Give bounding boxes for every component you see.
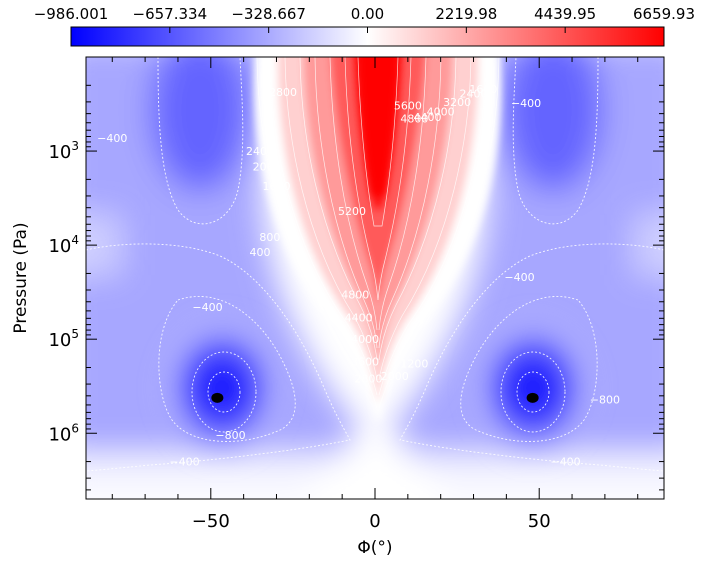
contour-label: 4000 (427, 106, 455, 119)
contour-label: −400 (97, 132, 127, 145)
contour-label: 5200 (338, 205, 366, 218)
contour-label: 3600 (351, 355, 379, 368)
contour-label: −400 (169, 455, 199, 468)
contour-label: 2000 (381, 370, 409, 383)
contour-label: 2400 (246, 145, 274, 158)
positive-contours (256, 57, 500, 409)
colorbar-ticks: −986.001 −657.334 −328.667 0.00 2219.98 4439.… (34, 5, 695, 33)
colorbar-tick-label: −986.001 (34, 5, 109, 23)
contour-label: 5600 (394, 99, 422, 112)
y-axis: 103 104 105 106 (48, 56, 664, 500)
contour-label: −400 (504, 271, 534, 284)
contour-label: −800 (590, 393, 620, 406)
y-tick-label: 104 (48, 233, 79, 257)
contour-label: 4400 (345, 312, 373, 325)
contour-label: 3200 (443, 96, 471, 109)
x-tick-label: 0 (369, 511, 380, 532)
contour-label: −400 (550, 455, 580, 468)
colorbar-tick-label: 0.00 (351, 5, 384, 23)
x-tick-label: −50 (192, 511, 230, 532)
colorbar-tick-label: 2219.98 (435, 5, 497, 23)
contour-label: −800 (215, 429, 245, 442)
x-axis: −50 0 50 (111, 57, 639, 532)
colorbar-tick-label: 6659.93 (633, 5, 695, 23)
contour-label: 400 (250, 246, 271, 259)
y-tick-label: 106 (48, 421, 79, 445)
contour-label: 2400 (460, 88, 488, 101)
contour-label: 4800 (400, 113, 428, 126)
jet-maximum (358, 57, 398, 196)
minimum-marker (211, 392, 224, 403)
colorbar: −986.001 −657.334 −328.667 0.00 2219.98 4439.… (34, 5, 695, 47)
y-tick-label: 105 (48, 327, 79, 351)
minima-markers (211, 392, 539, 403)
jet-core (254, 57, 502, 420)
contour-label: 1600 (262, 180, 290, 193)
x-axis-label: Φ(°) (357, 538, 392, 558)
contour-label: 2800 (269, 86, 297, 99)
contour-label: −400 (192, 301, 222, 314)
y-axis-label: Pressure (Pa) (11, 222, 31, 333)
colorbar-tick-label: 4439.95 (534, 5, 596, 23)
minimum-marker (526, 392, 539, 403)
contour-label: 800 (259, 231, 280, 244)
y-tick-label: 103 (48, 139, 79, 163)
contour-label: 1200 (400, 358, 428, 371)
colorbar-tick-label: −657.334 (133, 5, 208, 23)
colorbar-tick-label: −328.667 (231, 5, 306, 23)
contour-label: 2000 (253, 160, 281, 173)
x-tick-label: 50 (528, 511, 551, 532)
contour-label: 4000 (351, 333, 379, 346)
contour-label: 2800 (354, 373, 382, 386)
polar-vortices (154, 310, 601, 466)
contour-label: 4800 (341, 289, 369, 302)
contour-labels: −400 −400 −800 −400 −400 −800 −400 −400 2800 2400… (97, 83, 620, 469)
contour-label: 1600 (469, 83, 497, 96)
heatmap-field (86, 57, 664, 499)
contour-label: 4400 (414, 111, 442, 124)
contour-label: −400 (511, 97, 541, 110)
negative-contours (86, 57, 664, 472)
